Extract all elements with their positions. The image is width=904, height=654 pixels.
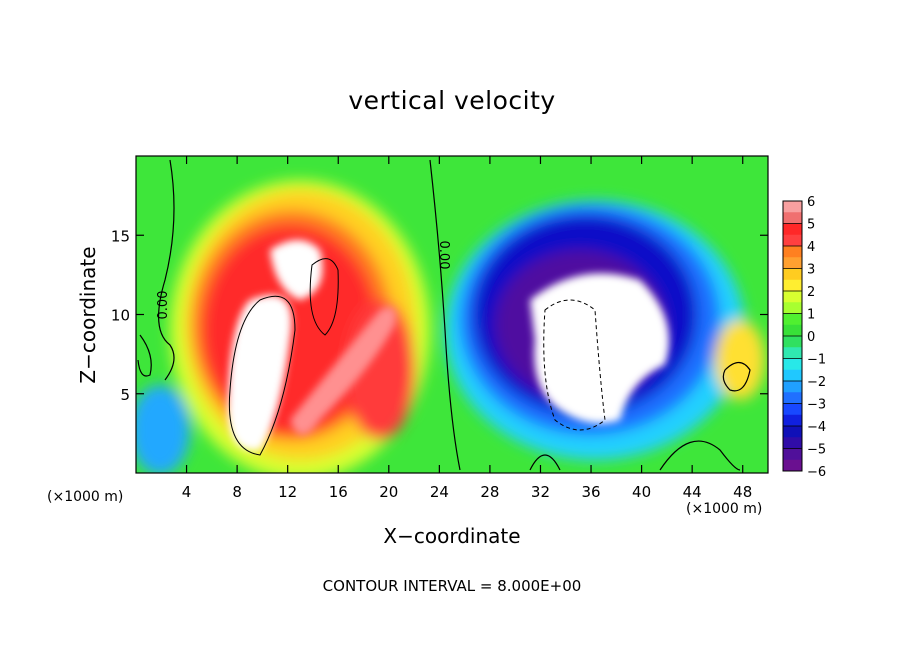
x-tick-label: 44 [683,483,702,501]
colorbar-label: 3 [807,263,815,278]
colorbar-swatch [783,291,802,303]
colorbar-swatch [783,324,802,337]
x-tick-label: 4 [182,483,192,501]
colorbar-swatch [783,347,802,359]
colorbar-swatch [783,268,802,281]
colorbar-swatch [783,403,802,416]
heatmap-field [136,156,768,473]
y-tick-label: 5 [120,386,130,404]
contour-interval-note: CONTOUR INTERVAL = 8.000E+00 [322,577,582,595]
x-tick-label: 12 [278,483,297,501]
x-unit-left: (×1000 m) [47,489,124,505]
colorbar-swatch [783,358,802,371]
colorbar-label: 5 [807,218,815,233]
x-unit-right: (×1000 m) [686,501,763,517]
colorbar-label: −5 [807,443,826,458]
x-tick-label: 48 [733,483,752,501]
x-tick-label: 8 [232,483,242,501]
colorbar-swatch [783,336,802,348]
colorbar-swatch [783,392,802,404]
colorbar-swatch [783,257,802,269]
colorbar-swatch [783,459,802,472]
y-tick-label: 15 [111,227,130,245]
colorbar-label: 2 [807,285,815,300]
x-tick-label: 40 [632,483,651,501]
colorbar-swatch [783,234,802,247]
colorbar-swatch [783,212,802,224]
x-tick-label: 36 [581,483,600,501]
colorbar-label: 0 [807,330,815,345]
colorbar-swatch [783,223,802,236]
colorbar-swatch [783,302,802,314]
colorbar-swatch [783,448,802,461]
colorbar-swatch [783,246,802,258]
chart-title: vertical velocity [348,86,556,115]
colorbar: 6 5 4 3 2 1 0 −1 −2 −3 −4 −5 −6 [782,195,826,480]
colorbar-swatch [783,279,802,292]
x-tick-label: 28 [480,483,499,501]
x-tick-label: 20 [379,483,398,501]
y-tick-label: 10 [111,307,130,325]
colorbar-swatch [783,381,802,393]
x-axis-label: X−coordinate [383,524,521,548]
colorbar-swatch [783,426,802,438]
contour-label-mid: 0.00 [436,241,451,270]
x-axis-ticks: 4 8 12 16 20 24 28 32 36 40 44 48 [182,156,752,501]
colorbar-label: −6 [807,465,826,480]
colorbar-swatch [783,201,802,213]
colorbar-label: 4 [807,240,815,255]
colorbar-label: 6 [807,195,815,210]
x-tick-label: 16 [329,483,348,501]
x-tick-label: 32 [531,483,550,501]
colorbar-label: −2 [807,375,826,390]
colorbar-label: −4 [807,420,826,435]
colorbar-swatch [783,313,802,326]
colorbar-label: 1 [807,308,815,323]
colorbar-swatch [783,369,802,382]
y-axis-label: Z−coordinate [76,246,100,384]
colorbar-label: −3 [807,398,826,413]
colorbar-label: −1 [807,353,826,368]
x-tick-label: 24 [430,483,449,501]
y-axis-ticks: 5 10 15 [111,227,768,404]
colorbar-swatch [783,414,802,427]
colorbar-swatch [783,437,802,449]
contour-label-left: 0.00 [156,291,171,320]
